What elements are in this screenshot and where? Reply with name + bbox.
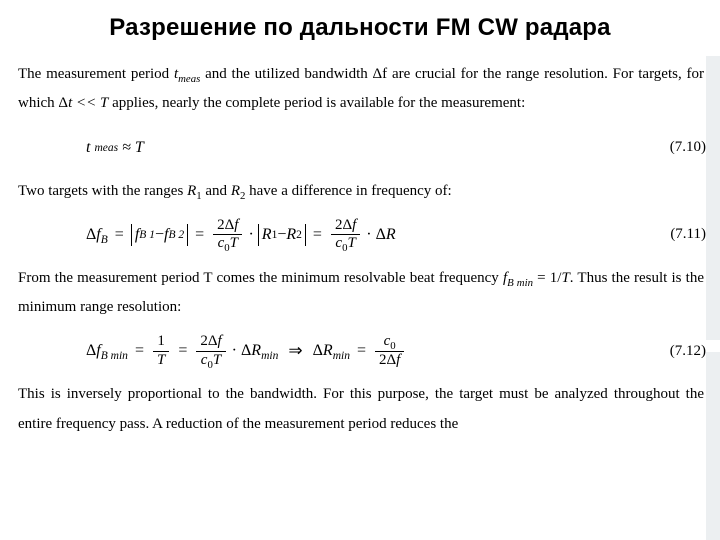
eq11-frac2: 2Δf c0T [331, 218, 360, 253]
eq11-mult2: · [366, 226, 371, 244]
eq11-abs2: R1 − R2 [258, 224, 306, 246]
eq12-2df2: 2Δf [379, 352, 400, 368]
eq12-dRmin: ΔRmin [241, 342, 278, 360]
p1-text-a: The measurement period [18, 66, 174, 82]
fBmin-sub: B min [507, 277, 533, 289]
p3-T: T [561, 270, 569, 286]
eq12-number: (7.12) [670, 343, 706, 360]
equation-7-11: ΔΔffB = fB 1 − fB 2 = 2Δf c0T · R1 − [18, 214, 706, 256]
eq11-R1: R [262, 226, 272, 244]
eq12-eq2: = [175, 342, 190, 360]
p2-and: and [202, 183, 231, 199]
eq12-T: T [153, 353, 169, 369]
eq12-frac3: c0 2Δf [375, 334, 404, 369]
eq12-frac2: 2Δf c0T [196, 334, 225, 369]
eq12-eq3: = [354, 342, 369, 360]
eq12-arrow: ⇒ [282, 341, 308, 361]
R2-sym: R [231, 183, 240, 199]
equation-7-10: tmeas ≈ T (7.10) [18, 127, 706, 169]
eq11-minus: − [155, 226, 164, 244]
content-region: The measurement period tmeas and the uti… [0, 60, 720, 439]
eq11-T: T [230, 235, 238, 251]
p1-text-c: applies, nearly the complete period is a… [108, 95, 525, 111]
eq10-t: t [86, 139, 90, 157]
tmeas-sub: meas [178, 73, 200, 85]
page: Разрешение по дальности FM CW радара The… [0, 0, 720, 540]
eq11-frac2-num: 2Δf [335, 217, 356, 233]
eq11-eq2: = [192, 226, 207, 244]
eq12-2df: 2Δf [200, 333, 221, 349]
paragraph-2: Two targets with the ranges R1 and R2 ha… [18, 177, 706, 206]
eq11-R2: R [286, 226, 296, 244]
eq11-eq1: = [112, 226, 127, 244]
p3-text-b: = 1/ [533, 270, 561, 286]
eq11-frac1: 2Δf c0T [213, 218, 242, 253]
eq12-eq1: = [132, 342, 147, 360]
eq12-body: ΔfB min = 1 T = 2Δf c0T · ΔRmin ⇒ ΔRmin … [18, 334, 406, 369]
p3-text-a: From the measurement period T comes the … [18, 270, 503, 286]
eq11-dR: ΔR [376, 226, 396, 244]
eq12-lhs: ΔfB min [86, 342, 128, 360]
p2-text-a: Two targets with the ranges [18, 183, 187, 199]
dt-llT: << T [72, 95, 108, 111]
eq12-one: 1 [153, 334, 169, 350]
eq11-body: ΔΔffB = fB 1 − fB 2 = 2Δf c0T · R1 − [18, 218, 396, 253]
eq11-frac1-num: 2Δf [217, 217, 238, 233]
eq12-frac1: 1 T [153, 334, 169, 369]
eq10-body: tmeas ≈ T [18, 139, 144, 157]
eq11-number: (7.11) [670, 226, 706, 243]
p2-text-b: have a difference in frequency of: [245, 183, 451, 199]
paragraph-3: From the measurement period T comes the … [18, 264, 706, 323]
eq10-approx: ≈ T [122, 139, 144, 157]
paragraph-4: This is inversely proportional to the ba… [18, 380, 706, 439]
R1-sym: R [187, 183, 196, 199]
equation-7-12: ΔfB min = 1 T = 2Δf c0T · ΔRmin ⇒ ΔRmin … [18, 330, 706, 372]
eq12-mult: · [232, 342, 237, 360]
eq11-eq3: = [310, 226, 325, 244]
eq11-mult1: · [248, 226, 253, 244]
eq11-lhs: ΔΔffB [86, 226, 108, 244]
eq12-dRmin2: ΔRmin [313, 342, 350, 360]
page-title: Разрешение по дальности FM CW радара [0, 0, 720, 52]
eq11-abs: fB 1 − fB 2 [131, 224, 188, 246]
eq10-number: (7.10) [670, 139, 706, 156]
paragraph-1: The measurement period tmeas and the uti… [18, 60, 706, 119]
